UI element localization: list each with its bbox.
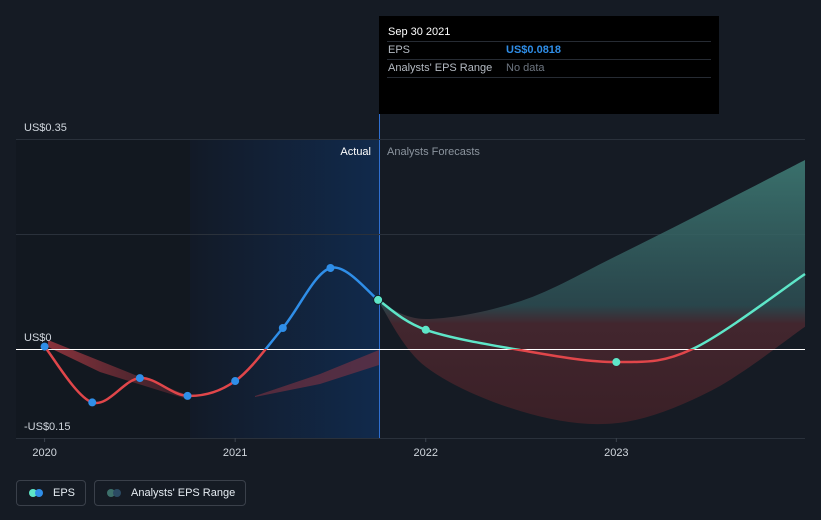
legend-range-label: Analysts' EPS Range [131,487,236,499]
actual-label: Actual [340,146,371,158]
eps-point[interactable] [183,391,192,400]
legend-eps-label: EPS [53,487,76,499]
eps-point[interactable] [88,398,97,407]
x-axis-labels: 2020 2021 2022 2023 [32,438,629,459]
range-legend-icon [107,488,125,498]
eps-legend-icon [29,488,47,498]
x-tick-label: 2021 [223,447,247,459]
eps-forecast-point[interactable] [421,325,430,334]
eps-point[interactable] [326,264,335,272]
legend-eps-toggle[interactable]: EPS [16,480,87,506]
x-tick-label: 2020 [32,447,56,459]
past-shade [16,139,190,438]
y-axis-labels: US$0.35 US$0 -US$0.15 [24,122,70,433]
eps-forecast-point[interactable] [612,358,621,367]
eps-point[interactable] [278,324,287,332]
y-tick-label: US$0 [24,332,52,344]
eps-point[interactable] [40,342,49,351]
historical-decline-shade-late [255,350,379,397]
tooltip-range-label: Analysts' EPS Range [388,62,493,74]
x-tick-label: 2023 [604,447,628,459]
eps-point[interactable] [373,294,384,305]
tooltip-footer [387,77,711,102]
tooltip-row-range: Analysts' EPS Range No data [387,59,711,77]
x-tick-label: 2022 [414,447,438,459]
legend-range-toggle[interactable]: Analysts' EPS Range [94,480,247,506]
y-tick-label: -US$0.15 [24,421,70,433]
tooltip-eps-label: EPS [388,44,411,56]
eps-points [40,264,621,407]
y-tick-label: US$0.35 [24,122,67,134]
tooltip: Sep 30 2021 EPS US$0.0818 Analysts' EPS … [379,16,719,114]
tooltip-range-value: No data [506,62,545,74]
tooltip-eps-value: US$0.0818 [506,44,562,56]
tooltip-row-eps: EPS US$0.0818 [387,41,711,59]
forecast-label: Analysts Forecasts [387,146,480,158]
analysts-eps-range-area [378,160,805,425]
tooltip-date: Sep 30 2021 [388,26,451,38]
legend: EPS Analysts' EPS Range [16,480,247,506]
highlight-band [190,139,379,438]
eps-point[interactable] [231,377,240,386]
eps-line-below-zero [506,349,696,364]
eps-point[interactable] [135,374,144,383]
historical-decline-shade [48,340,190,400]
